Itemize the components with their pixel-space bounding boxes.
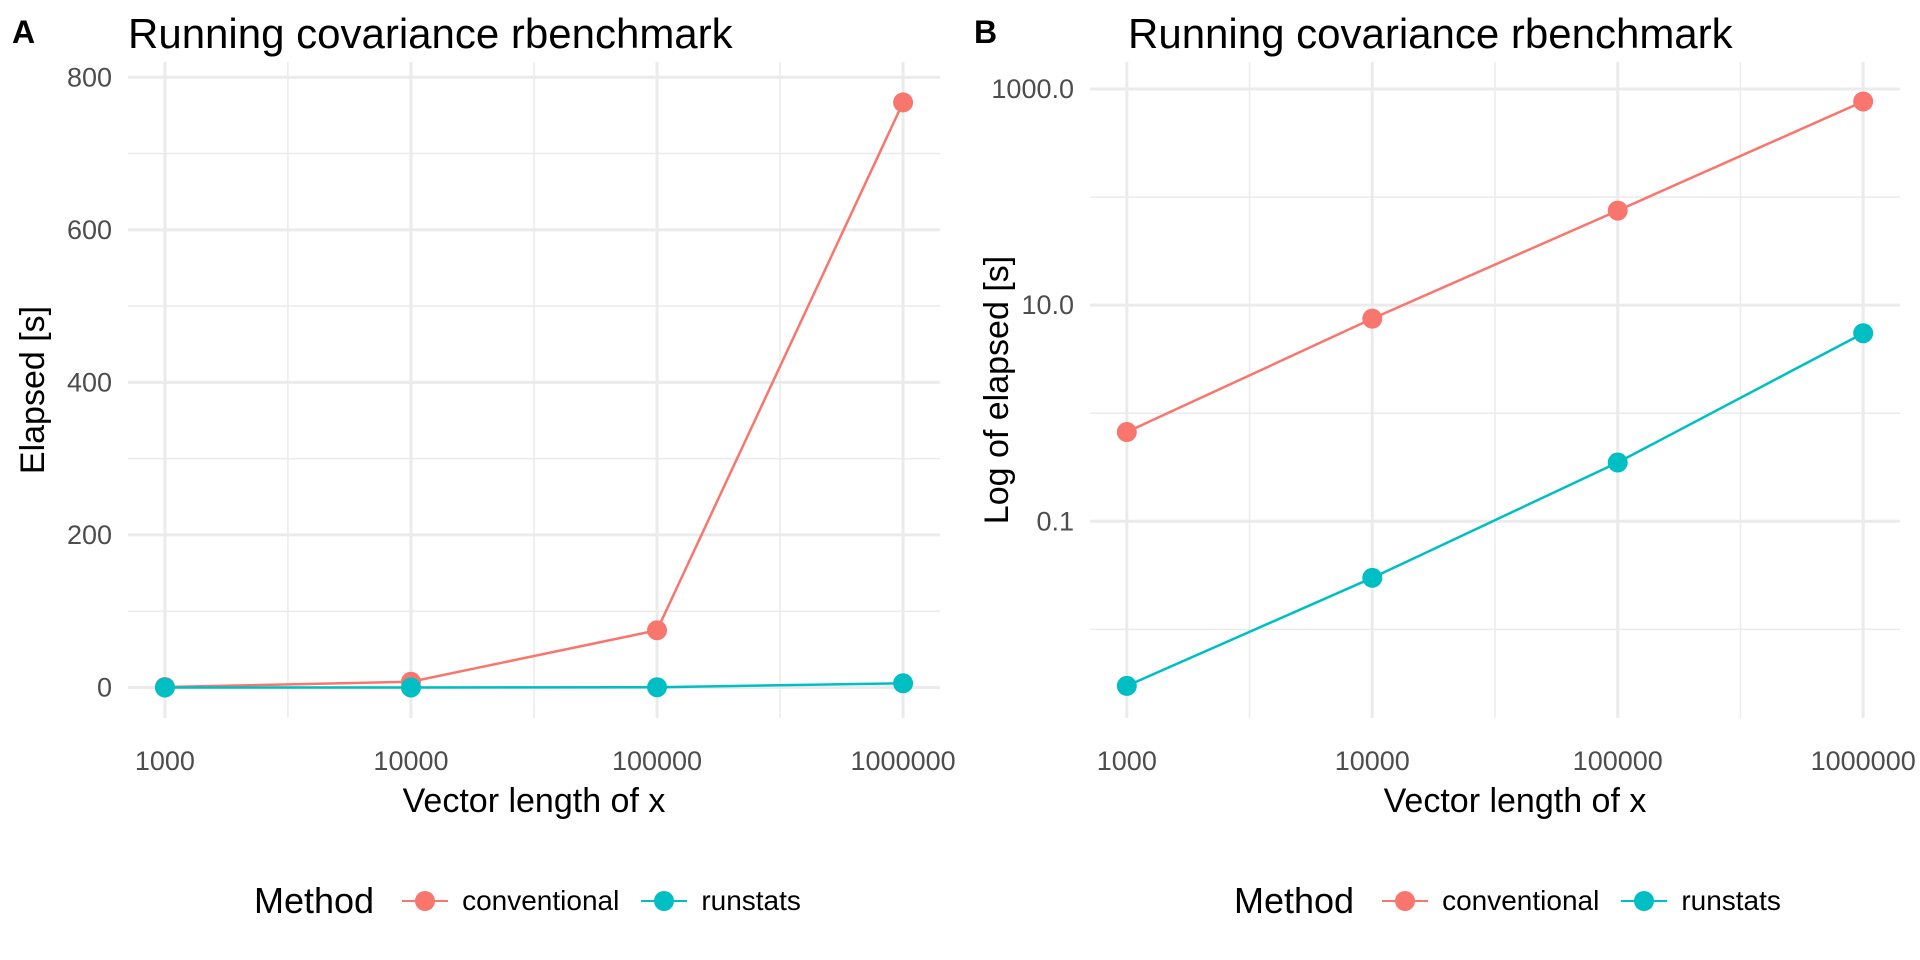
chart-a-point-runstats-2 <box>647 677 668 698</box>
legend-b-title: Method <box>1234 880 1355 921</box>
chart-a-y-tick-label: 200 <box>67 520 112 550</box>
chart-a-series-line-runstats <box>164 682 904 689</box>
chart-a-y-tick-label: 800 <box>67 62 112 92</box>
legend-b-label-runstats: runstats <box>1681 885 1781 916</box>
panel-b-tag: B <box>974 14 998 50</box>
chart-a-point-conventional-2 <box>647 620 668 641</box>
chart-a-x-axis-label: Vector length of x <box>403 782 666 820</box>
chart-b-point-conventional-0 <box>1116 422 1137 443</box>
chart-b-series-line-runstats <box>1126 332 1864 688</box>
panel-a: A Running covariance rbenchmark 0 200 400 6… <box>12 10 956 926</box>
chart-b-minor-grid <box>1090 62 1900 718</box>
chart-b-point-runstats-0 <box>1116 675 1137 696</box>
chart-b-x-tick-label: 1000 <box>1097 746 1157 776</box>
chart-a-x-tick-label: 1000 <box>135 746 195 776</box>
chart-a-title: Running covariance rbenchmark <box>128 10 733 57</box>
legend-a-key-runstats <box>639 886 689 916</box>
chart-b-series-line-conventional <box>1126 100 1864 434</box>
chart-a-y-tick-label: 600 <box>67 215 112 245</box>
chart-b-point-runstats-3 <box>1853 323 1874 344</box>
chart-a-x-tick-label: 1000000 <box>851 746 956 776</box>
legend-b-item-conventional: conventional <box>1380 885 1599 917</box>
panel-b: B Running covariance rbenchmark 0.1 10.0 1… <box>960 0 1920 960</box>
chart-a-major-grid <box>128 62 940 718</box>
chart-b-point-runstats-2 <box>1607 452 1628 473</box>
chart-b-point-conventional-2 <box>1607 200 1628 221</box>
legend-b-key-runstats <box>1619 886 1669 916</box>
chart-a-plot: 0 200 400 600 800 1000 10000 100000 1000000 Vecto… <box>14 62 956 820</box>
legend-a-item-runstats: runstats <box>639 885 801 917</box>
chart-a-x-tick-label: 100000 <box>612 746 702 776</box>
chart-a-y-tick-label: 400 <box>67 367 112 397</box>
legend-a: Method conventional runstats <box>254 876 821 926</box>
chart-a-y-axis-label: Elapsed [s] <box>14 306 52 474</box>
chart-b-y-axis-label: Log of elapsed [s] <box>978 256 1016 524</box>
chart-b-point-conventional-1 <box>1362 308 1383 329</box>
chart-a-x-tick-label: 10000 <box>373 746 448 776</box>
legend-b: Method conventional runstats <box>1234 876 1801 926</box>
chart-b-point-conventional-3 <box>1853 91 1874 112</box>
chart-b-y-tick-label: 0.1 <box>1036 506 1074 536</box>
legend-a-label-conventional: conventional <box>462 885 620 916</box>
legend-a-key-conventional <box>400 886 450 916</box>
legend-b-key-conventional <box>1380 886 1430 916</box>
legend-b-item-runstats: runstats <box>1619 885 1781 917</box>
chart-b-y-tick-label: 1000.0 <box>991 74 1074 104</box>
chart-a-point-runstats-1 <box>400 677 421 698</box>
chart-b-title: Running covariance rbenchmark <box>1128 10 1733 57</box>
chart-b-x-tick-label: 100000 <box>1573 746 1663 776</box>
chart-a-point-conventional-3 <box>893 92 914 113</box>
chart-b-plot: 0.1 10.0 1000.0 1000 10000 100000 1000000 Vecto… <box>978 62 1916 820</box>
panel-a-tag: A <box>12 14 36 50</box>
legend-a-label-runstats: runstats <box>701 885 801 916</box>
chart-b-point-runstats-1 <box>1362 567 1383 588</box>
chart-b-x-tick-label: 1000000 <box>1811 746 1916 776</box>
legend-a-title: Method <box>254 880 375 921</box>
legend-a-item-conventional: conventional <box>400 885 619 917</box>
legend-b-label-conventional: conventional <box>1442 885 1600 916</box>
chart-a-point-runstats-3 <box>893 673 914 694</box>
chart-a-series-line-conventional <box>164 101 905 689</box>
chart-b-x-axis-label: Vector length of x <box>1384 782 1647 820</box>
chart-a-point-runstats-0 <box>154 677 175 698</box>
chart-b-y-tick-label: 10.0 <box>1021 290 1074 320</box>
chart-a-y-tick-label: 0 <box>97 672 112 702</box>
chart-b-x-tick-label: 10000 <box>1335 746 1410 776</box>
chart-a-minor-grid <box>128 62 940 718</box>
